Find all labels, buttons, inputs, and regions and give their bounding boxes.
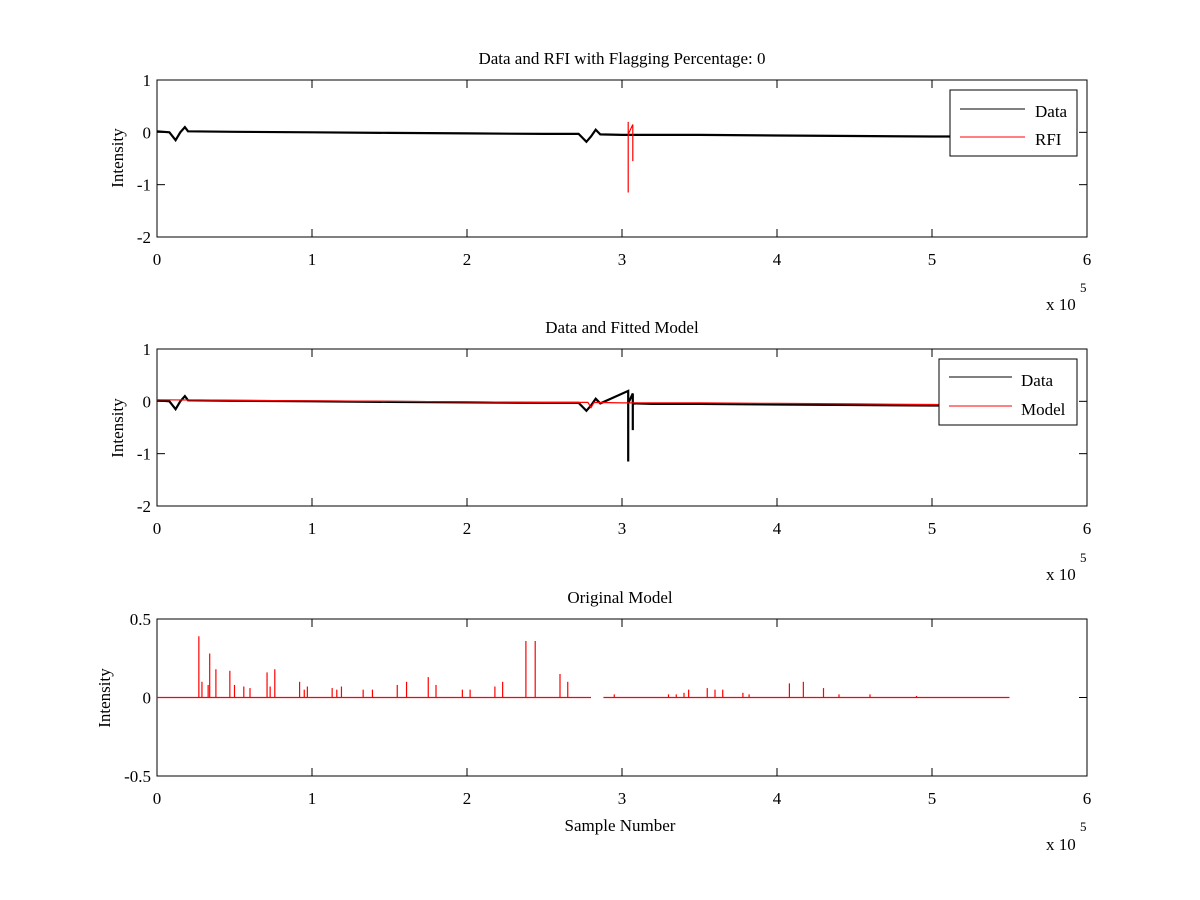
x-scale-exponent: 5 (1080, 280, 1087, 295)
y-axis-label: Intensity (108, 398, 127, 458)
y-axis-label: Intensity (95, 668, 114, 728)
x-axis-label: Sample Number (565, 816, 676, 835)
x-tick-label: 5 (928, 250, 937, 269)
plot-area: 0 1 2 3 4 5 6-0.500.5 (124, 610, 1091, 808)
subplot-original-model: Original Model Intensity Sample Number x… (95, 588, 1091, 854)
x-tick-label: 1 (308, 250, 317, 269)
x-tick-label: 6 (1083, 789, 1092, 808)
x-tick-label: 3 (618, 519, 627, 538)
x-tick-label: 6 (1083, 250, 1092, 269)
y-tick-label: 1 (143, 340, 152, 359)
y-axis-label: Intensity (108, 128, 127, 188)
plot-area: 0 1 2 3 4 5 6 -2 -1 0 1 (137, 340, 1091, 538)
x-tick-label: 1 (308, 519, 317, 538)
x-tick-label: 0 (153, 519, 162, 538)
chart-title: Original Model (567, 588, 673, 607)
y-tick-label: -2 (137, 497, 151, 516)
x-scale-label: x 10 (1046, 565, 1076, 584)
subplot-data-and-rfi: Data and RFI with Flagging Percentage: 0… (108, 49, 1091, 314)
series-line-data (156, 125, 1010, 144)
y-tick-label: -1 (137, 176, 151, 195)
x-tick-label: 1 (308, 789, 317, 808)
legend-box (938, 358, 1078, 426)
x-tick-label: 3 (618, 250, 627, 269)
x-tick-label: 5 (928, 519, 937, 538)
subplot-data-and-fitted-model: Data and Fitted Model Intensity x 10 5 0… (108, 318, 1091, 584)
series-line-rfi (627, 121, 634, 193)
x-tick-label: 5 (928, 789, 937, 808)
x-tick-label: 2 (463, 519, 472, 538)
x-tick-label: 2 (463, 789, 472, 808)
x-tick-label: 6 (1083, 519, 1092, 538)
y-tick-label: 0 (143, 689, 152, 708)
y-tick-label: -1 (137, 445, 151, 464)
legend-box (949, 89, 1078, 157)
chart-title: Data and RFI with Flagging Percentage: 0 (478, 49, 765, 68)
y-tick-label: 0.5 (130, 610, 151, 629)
plot-area: 0 1 2 3 4 5 6 -2 -1 0 1 (137, 71, 1091, 269)
legend-label-data: Data (1021, 371, 1054, 390)
legend-label-data: Data (1035, 102, 1068, 121)
x-scale-exponent: 5 (1080, 550, 1087, 565)
x-tick-label: 2 (463, 250, 472, 269)
x-scale-label: x 10 (1046, 835, 1076, 854)
y-tick-label: 0 (143, 123, 152, 142)
x-tick-label: 0 (153, 789, 162, 808)
y-tick-label: -2 (137, 228, 151, 247)
legend-label-model: Model (1021, 400, 1066, 419)
x-tick-label: 3 (618, 789, 627, 808)
y-tick-label: 1 (143, 71, 152, 90)
x-scale-exponent: 5 (1080, 819, 1087, 834)
x-tick-label: 4 (773, 789, 782, 808)
chart-title: Data and Fitted Model (545, 318, 699, 337)
legend-label-rfi: RFI (1035, 130, 1062, 149)
legend: Data Model (938, 358, 1078, 426)
x-tick-label: 0 (153, 250, 162, 269)
x-tick-label: 4 (773, 519, 782, 538)
x-scale-label: x 10 (1046, 295, 1076, 314)
series-line-model (156, 399, 1010, 409)
y-tick-label: -0.5 (124, 767, 151, 786)
y-tick-label: 0 (143, 392, 152, 411)
x-tick-label: 4 (773, 250, 782, 269)
series-line-data (156, 389, 1010, 462)
legend: Data RFI (949, 89, 1078, 157)
